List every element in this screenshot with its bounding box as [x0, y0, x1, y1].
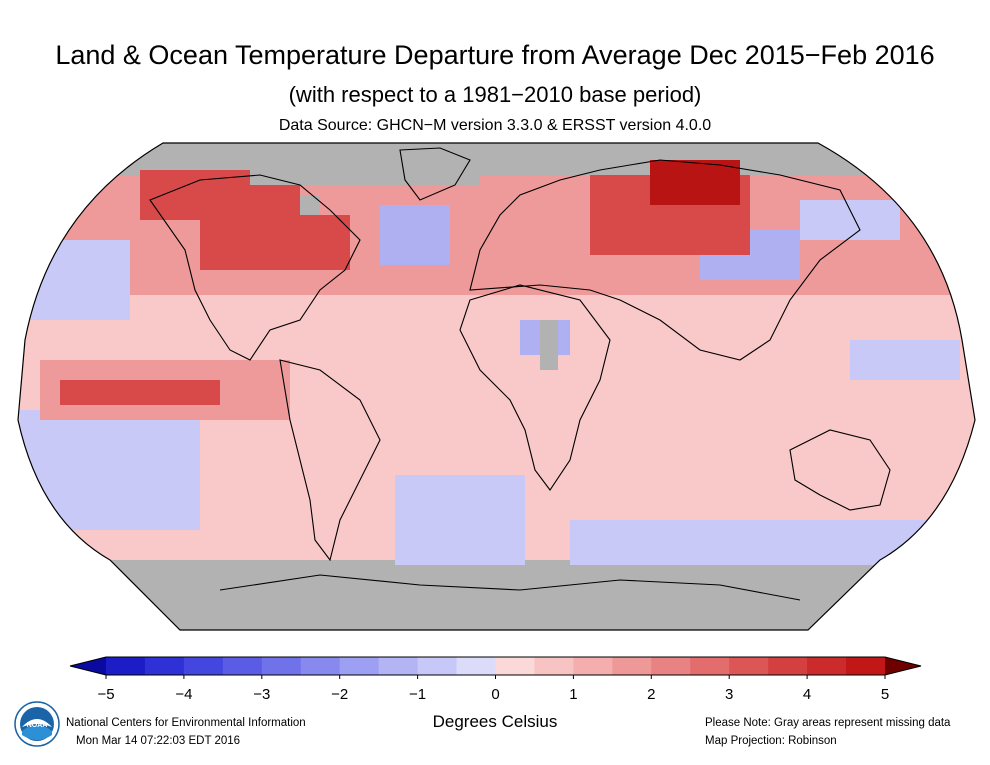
- footer-org: National Centers for Environmental Infor…: [66, 717, 306, 729]
- footer-projection: Map Projection: Robinson: [705, 735, 837, 747]
- colorbar-segment: [495, 657, 535, 675]
- colorbar-tick-label: 2: [647, 686, 656, 703]
- colorbar-tick-label: −1: [409, 686, 427, 703]
- noaa-logo-text: NOAA: [27, 722, 48, 729]
- colorbar-segment: [690, 657, 730, 675]
- noaa-logo: NOAA: [14, 701, 60, 747]
- baffin-missing: [300, 195, 320, 215]
- colorbar-segment: [729, 657, 769, 675]
- colorbar-segment: [300, 657, 341, 675]
- colorbar-tick-label: −3: [253, 686, 271, 703]
- footer-timestamp: Mon Mar 14 07:22:03 EDT 2016: [76, 735, 241, 747]
- colorbar-segment: [417, 657, 458, 675]
- colorbar-segment: [768, 657, 808, 675]
- map-subtitle: (with respect to a 1981−2010 base period…: [288, 82, 702, 107]
- colorbar-unit-label: Degrees Celsius: [432, 712, 558, 731]
- el-nino-core: [60, 380, 220, 405]
- footer-note: Please Note: Gray areas represent missin…: [705, 717, 951, 729]
- eurasia-outline: [469, 159, 861, 361]
- south-atlantic-cool: [395, 475, 525, 565]
- data-source: Data Source: GHCN−M version 3.3.0 & ERSS…: [278, 117, 712, 134]
- north-america-outline: [149, 174, 361, 361]
- colorbar-segment: [378, 657, 419, 675]
- eastern-canada-warm: [200, 215, 350, 270]
- antarctic-missing: [18, 560, 975, 630]
- colorbar-segment: [261, 657, 302, 675]
- siberia-extreme: [650, 160, 740, 205]
- colorbar-segment: [183, 657, 224, 675]
- colorbar-segment: [456, 657, 496, 675]
- continent-outlines: [149, 147, 891, 601]
- colorbar-segment: [222, 657, 263, 675]
- colorbar-tick-label: 1: [569, 686, 578, 703]
- colorbar-tick-label: −5: [97, 686, 115, 703]
- west-pacific-cool: [850, 340, 960, 380]
- colorbar-tick-label: −2: [331, 686, 349, 703]
- north-atlantic-cool: [380, 205, 450, 265]
- colorbar-segment: [807, 657, 847, 675]
- colorbar-tick-label: −4: [175, 686, 193, 703]
- colorbar-segment: [534, 657, 574, 675]
- colorbar-high-arrow: [885, 657, 921, 675]
- colorbar-segment: [846, 657, 886, 675]
- colorbar-segment: [144, 657, 185, 675]
- greenland-outline: [399, 147, 471, 201]
- map-title: Land & Ocean Temperature Departure from …: [55, 40, 935, 70]
- africa-outline: [459, 284, 611, 491]
- colorbar-segment: [339, 657, 380, 675]
- bering-cool: [800, 200, 900, 240]
- colorbar-tick-label: 0: [491, 686, 500, 703]
- colorbar-tick-label: 4: [802, 686, 812, 703]
- colorbar-segment: [573, 657, 613, 675]
- colorbar-segment: [651, 657, 691, 675]
- south-america-outline: [279, 359, 381, 562]
- colorbar-low-arrow: [70, 657, 106, 675]
- colorbar-segment: [612, 657, 652, 675]
- globe-outline: [17, 142, 976, 631]
- australia-outline: [789, 429, 891, 511]
- greenland-missing: [250, 145, 480, 185]
- colorbar-segment: [106, 657, 146, 675]
- antarctica-outline: [219, 574, 801, 601]
- colorbar-tick-label: 3: [725, 686, 734, 703]
- central-africa-missing: [540, 320, 558, 370]
- colorbar-tick-label: 5: [880, 686, 890, 703]
